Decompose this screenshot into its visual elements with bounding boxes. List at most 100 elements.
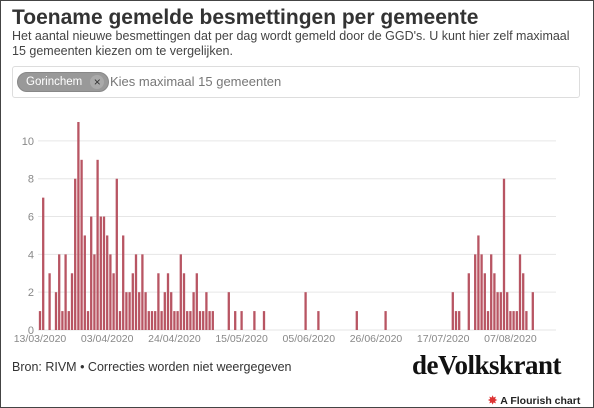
bar [106,235,109,330]
bar [192,292,195,330]
y-tick-label: 0 [28,325,34,337]
y-tick-label: 10 [22,136,34,148]
bar [384,311,387,330]
bar-chart: 0 2 4 6 8 10 13/03/2020 03/04/2020 24/04/2020 15… [14,122,556,345]
bar [61,311,64,330]
bar [195,273,198,330]
y-tick-label: 4 [28,249,34,261]
bar [490,254,493,330]
bar [42,197,45,330]
bar [173,311,176,330]
y-tick-label: 8 [28,174,34,186]
bar [67,311,70,330]
bar [150,311,154,330]
bar [166,273,170,330]
bar [518,254,522,330]
bar [234,311,237,330]
bar [179,254,182,330]
bar [205,292,208,330]
bar [154,311,157,330]
flourish-link[interactable]: ✸ A Flourish chart [488,394,580,407]
bar [499,292,502,330]
bar [509,311,512,330]
source-note: Bron: RIVM • Correcties worden niet weer… [12,360,292,374]
bar [304,292,307,330]
bar [58,254,61,330]
municipality-selector[interactable]: Gorinchem × Kies maximaal 15 gemeenten [12,66,580,98]
bar [480,254,483,330]
brand-logo: deVolkskrant [412,350,562,380]
bar [99,216,102,330]
bar [157,273,160,330]
bar [144,292,147,330]
bar [48,273,51,330]
bar [160,311,163,330]
bar [227,292,230,330]
chart-title: Toename gemelde besmettingen per gemeent… [12,6,479,29]
bar [182,273,186,330]
bar [64,254,67,330]
x-tick-label: 07/08/2020 [484,333,537,345]
bar [202,311,205,330]
bar [208,311,211,330]
bar [496,292,499,330]
bar [198,311,202,330]
y-tick-label: 2 [28,287,34,299]
bar [355,311,358,330]
x-tick-label: 26/06/2020 [350,333,403,345]
flourish-icon: ✸ [488,395,498,407]
x-tick-label: 05/06/2020 [283,333,336,345]
selected-municipality-chip[interactable]: Gorinchem × [17,72,110,92]
bar [240,311,243,330]
bar [522,273,525,330]
x-tick-label: 24/04/2020 [148,333,201,345]
chip-label: Gorinchem [26,76,83,88]
bar [163,292,166,330]
bar [493,273,496,330]
bar [86,311,90,330]
bar [96,159,99,330]
bar [131,273,134,330]
bar [317,311,320,330]
bar [70,273,74,330]
bar [138,292,141,330]
bar [102,216,106,330]
bar [189,311,192,330]
bar [109,254,112,330]
bar [141,254,144,330]
bar [211,311,214,330]
bar [118,311,122,330]
bar [451,292,454,330]
bar [515,311,518,330]
chart-subtitle: Het aantal nieuwe besmettingen dat per d… [12,29,570,58]
bar [176,311,179,330]
bar [486,311,490,330]
bar [122,235,125,330]
bar [80,159,83,330]
bar [458,311,461,330]
bar [186,311,189,330]
bar [502,178,506,330]
bar [77,122,80,330]
bar [262,311,266,330]
bar [454,311,458,330]
close-icon[interactable]: × [90,75,105,89]
flourish-label: A Flourish chart [500,395,581,407]
bar [134,254,138,330]
bar [38,311,42,330]
bar [467,273,470,330]
bar [170,292,173,330]
x-tick-label: 17/07/2020 [417,333,470,345]
y-tick-label: 6 [28,212,34,224]
bar [506,292,509,330]
bar [147,311,150,330]
selector-placeholder[interactable]: Kies maximaal 15 gemeenten [110,74,282,89]
bar [474,254,477,330]
x-tick-label: 15/05/2020 [215,333,268,345]
bar [93,254,96,330]
bar [531,292,534,330]
x-tick-label: 03/04/2020 [81,333,134,345]
bars [38,122,534,330]
bar [128,292,131,330]
bar [477,235,480,330]
